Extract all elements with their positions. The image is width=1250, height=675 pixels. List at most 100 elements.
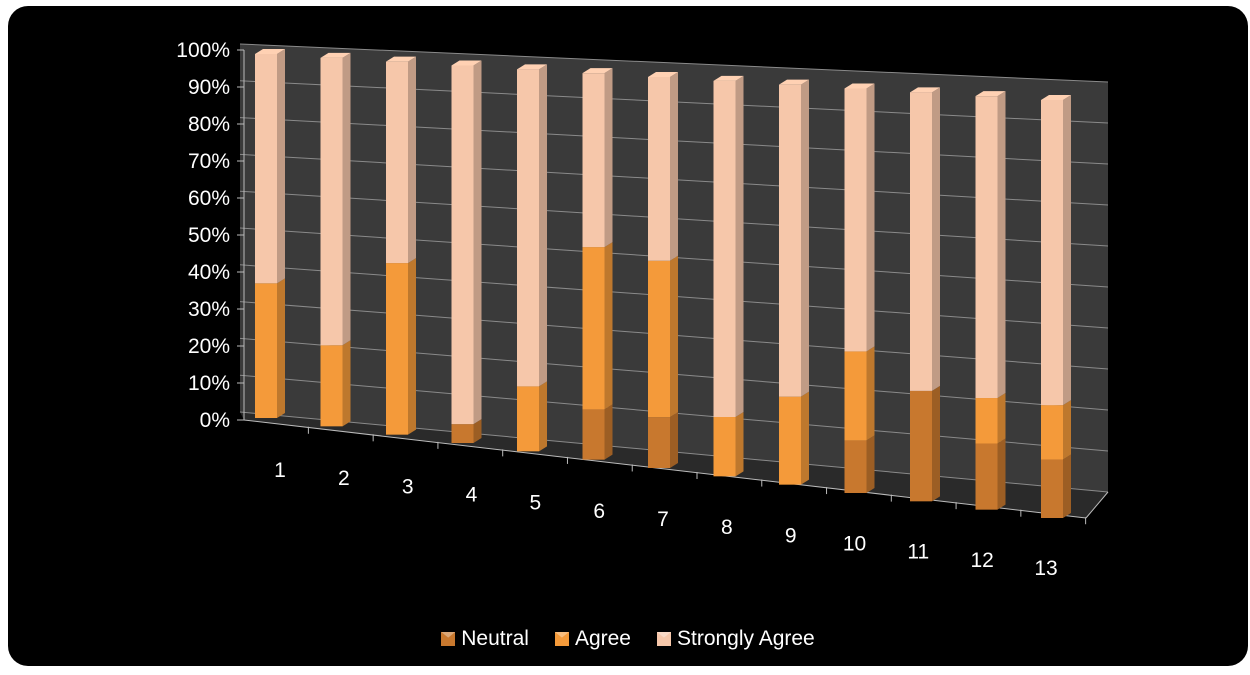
y-tick-label: 70%: [188, 150, 230, 173]
bar-group-6: [582, 68, 613, 460]
bar-segment-neutral: [975, 443, 998, 510]
bar-top: [386, 56, 416, 62]
bar-top: [320, 52, 351, 58]
bar-segment-strongly-agree: [648, 77, 670, 261]
bar-top: [844, 83, 875, 89]
x-axis-labels: 1 2 3 4 5 6 7 8 9 10 11 12 13: [274, 426, 1087, 580]
bar-group-5: [517, 64, 547, 452]
x-tick-label: 8: [721, 516, 733, 539]
bar-segment-agree: [779, 396, 801, 485]
bar-segment-neutral: [844, 440, 867, 493]
y-tick-label: 40%: [188, 261, 230, 284]
bar-segment-agree: [386, 263, 408, 435]
bar-segment-agree: [517, 386, 539, 452]
bar-side: [1063, 454, 1071, 518]
legend-swatch: [441, 632, 456, 646]
bar-side: [1063, 95, 1071, 406]
bar-top: [779, 79, 809, 85]
bar-top: [1041, 95, 1071, 100]
x-tick-label: 3: [402, 475, 414, 498]
bar-top: [648, 72, 678, 77]
bar-group-7: [648, 72, 678, 468]
bar-group-11: [910, 87, 940, 502]
x-tick-label: 2: [338, 467, 350, 490]
bar-side: [670, 72, 678, 261]
legend: Neutral Agree Strongly Agree: [8, 627, 1248, 651]
y-axis-labels: 0% 10% 20% 30% 40% 50% 60% 70% 80% 90% 100%: [176, 39, 244, 432]
legend-swatch: [554, 632, 569, 646]
gridline: [239, 43, 1109, 83]
legend-item-neutral: Neutral: [441, 627, 529, 651]
bar-segment-strongly-agree: [1041, 100, 1063, 406]
legend-item-agree: Agree: [554, 627, 631, 651]
bar-side: [866, 346, 875, 441]
bar-segment-strongly-agree: [451, 65, 474, 425]
x-tick-label: 6: [593, 500, 605, 523]
bar-segment-agree: [255, 283, 277, 418]
bar-side: [997, 91, 1006, 399]
x-tick-label: 4: [466, 484, 478, 507]
bar-side: [997, 393, 1006, 444]
bar-top: [975, 91, 1006, 97]
legend-label: Strongly Agree: [676, 627, 815, 650]
bar-side: [932, 87, 940, 391]
x-tick-label: 7: [657, 508, 669, 531]
bar-group-1: [255, 49, 285, 418]
bar-side: [735, 412, 744, 477]
x-axis-line: [243, 419, 1087, 519]
bar-side: [932, 385, 940, 502]
bar-side: [277, 278, 285, 418]
x-tick-label: 5: [529, 492, 541, 515]
bar-group-12: [975, 91, 1006, 510]
bar-segment-strongly-agree: [975, 96, 998, 399]
bar-side: [604, 404, 613, 460]
bar-segment-neutral: [451, 424, 474, 443]
bar-group-2: [320, 52, 351, 427]
bar-segment-neutral: [1041, 459, 1063, 518]
bar-segment-strongly-agree: [910, 92, 932, 391]
legend-label: Neutral: [461, 627, 529, 650]
bar-side: [735, 75, 744, 418]
x-tick-label: 11: [907, 541, 929, 564]
bar-group-10: [844, 83, 875, 493]
bar-segment-agree: [320, 345, 343, 427]
bar-segment-strongly-agree: [713, 80, 736, 418]
y-tick-label: 50%: [188, 224, 230, 247]
bar-segment-neutral: [582, 409, 605, 460]
x-tick-label: 10: [843, 533, 866, 556]
bar-side: [604, 242, 613, 410]
bar-segment-agree: [844, 351, 867, 441]
bar-segment-agree: [1041, 405, 1063, 460]
bar-side: [473, 60, 482, 425]
bars: [255, 49, 1071, 518]
bar-side: [801, 391, 809, 485]
y-tick-label: 90%: [188, 76, 230, 99]
legend-label: Agree: [574, 627, 631, 650]
bar-top: [582, 68, 613, 74]
depth-axis-line: [1085, 491, 1109, 519]
bar-side: [866, 83, 875, 352]
bar-segment-neutral: [648, 417, 670, 468]
bar-segment-agree: [975, 398, 998, 444]
bar-segment-strongly-agree: [320, 57, 343, 346]
bar-side: [342, 52, 351, 346]
bar-side: [539, 64, 547, 387]
bar-segment-strongly-agree: [255, 54, 277, 284]
bar-segment-agree: [713, 417, 736, 477]
y-tick-label: 20%: [188, 335, 230, 358]
bar-side: [408, 258, 416, 435]
bar-segment-strongly-agree: [386, 61, 408, 264]
y-tick-label: 100%: [176, 39, 230, 62]
legend-swatch: [656, 632, 671, 646]
bar-side: [1063, 400, 1071, 460]
x-tick-label: 1: [274, 459, 286, 482]
bar-group-8: [713, 75, 744, 477]
bar-segment-strongly-agree: [779, 84, 801, 397]
bar-top: [255, 49, 285, 54]
bar-top: [517, 64, 547, 70]
bar-side: [670, 255, 678, 418]
bar-group-3: [386, 56, 416, 435]
bar-side: [539, 381, 547, 452]
bar-segment-neutral: [910, 390, 932, 502]
